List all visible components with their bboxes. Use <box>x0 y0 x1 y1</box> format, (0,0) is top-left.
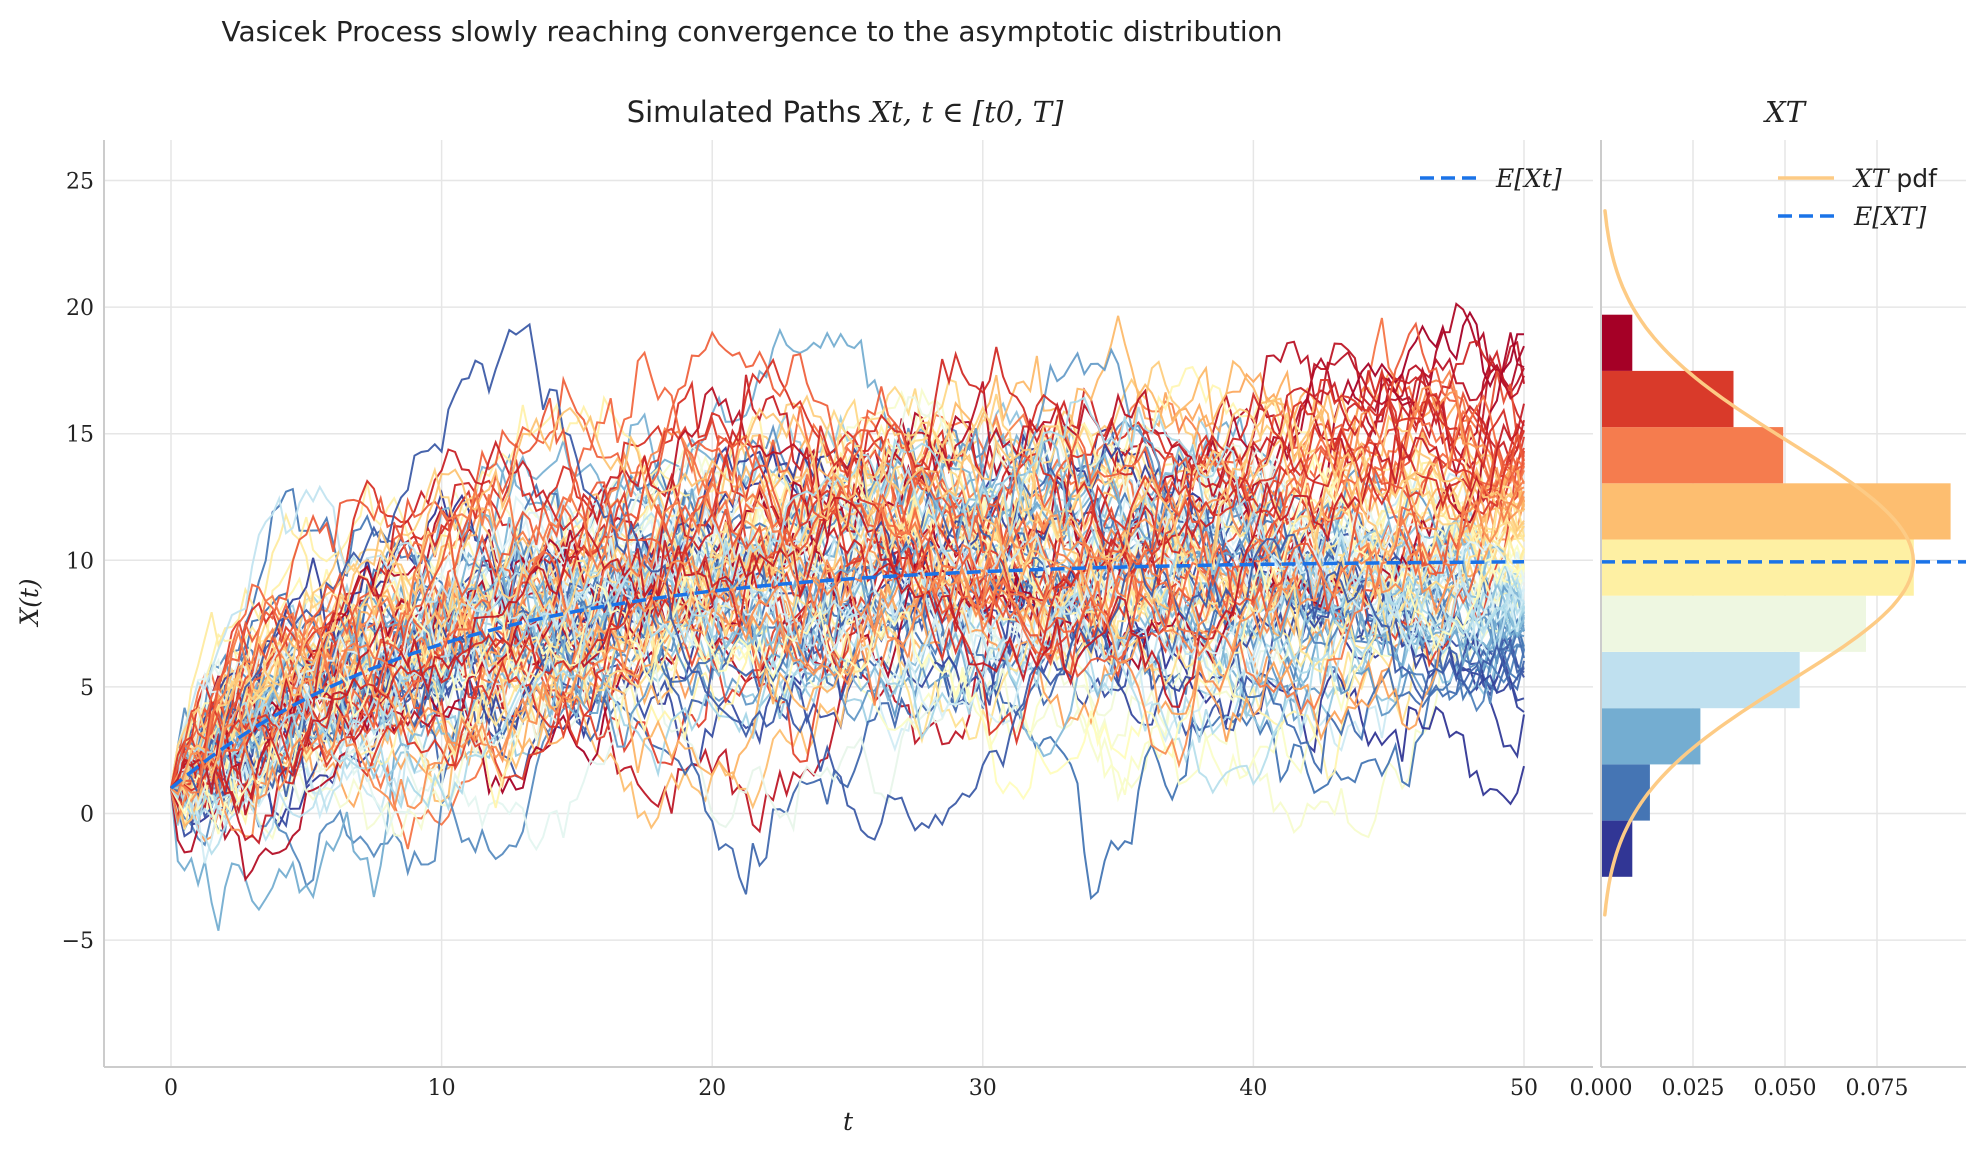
path-line <box>170 357 1525 789</box>
legend-pdf-label: XT pdf <box>1852 164 1938 193</box>
hist-bars <box>1601 314 1951 877</box>
x-tick-label: 0 <box>164 1076 178 1101</box>
main-y-ticks: −5 0 5 10 15 20 25 <box>62 170 94 955</box>
path-line <box>170 454 1525 789</box>
y-axis-label: X(t) <box>15 578 44 627</box>
x-tick-label: 30 <box>969 1076 997 1101</box>
simulated-paths <box>170 302 1525 931</box>
main-legend: E[Xt] <box>1420 164 1562 193</box>
legend-expectation-label: E[Xt] <box>1495 164 1562 193</box>
path-line <box>170 422 1525 795</box>
figure-title: Vasicek Process slowly reaching converge… <box>222 15 1283 48</box>
x-axis-label: t <box>843 1107 854 1136</box>
hist-legend: XT pdf E[XT] <box>1778 164 1938 231</box>
path-line <box>170 302 1525 789</box>
x-tick-label: 10 <box>428 1076 456 1101</box>
main-title: Simulated Paths Xt, t ∈ [t0, T] <box>627 95 1064 129</box>
main-title-math: Xt, t ∈ [t0, T] <box>868 95 1063 129</box>
hist-x-tick-label: 0.050 <box>1754 1076 1817 1101</box>
expectation-line <box>169 560 1525 790</box>
path-line <box>170 346 1525 792</box>
terminal-distribution-panel: XT 0.000 0.025 0.050 0.075 XT pdf E[XT] <box>1570 95 1966 1101</box>
path-line <box>170 466 1525 856</box>
simulated-paths-panel: Simulated Paths Xt, t ∈ [t0, T] 0 10 20 30 4… <box>15 95 1593 1136</box>
y-tick-label: 15 <box>66 423 94 448</box>
hist-bar <box>1601 652 1800 709</box>
path-line <box>170 463 1525 789</box>
path-line <box>170 385 1525 838</box>
x-tick-label: 50 <box>1510 1076 1538 1101</box>
y-tick-label: 5 <box>80 676 94 701</box>
y-tick-label: 25 <box>66 170 94 195</box>
y-tick-label: 0 <box>80 803 94 828</box>
path-line <box>170 394 1525 789</box>
legend-pdf-math: XT <box>1852 164 1891 193</box>
hist-bar <box>1601 427 1784 484</box>
path-line <box>170 397 1524 796</box>
x-tick-label: 20 <box>698 1076 726 1101</box>
path-line <box>170 317 1525 850</box>
path-line <box>170 403 1525 845</box>
x-tick-label: 40 <box>1239 1076 1267 1101</box>
main-x-ticks: 0 10 20 30 40 50 <box>164 1076 1538 1101</box>
hist-x-ticks: 0.000 0.025 0.050 0.075 <box>1570 1076 1909 1101</box>
hist-bar <box>1601 539 1914 596</box>
y-tick-label: 10 <box>66 549 94 574</box>
hist-x-tick-label: 0.075 <box>1846 1076 1909 1101</box>
path-line <box>170 472 1525 830</box>
path-line <box>170 458 1525 829</box>
y-tick-label: 20 <box>66 296 94 321</box>
hist-x-tick-label: 0.000 <box>1570 1076 1633 1101</box>
legend-hist-expectation-label: E[XT] <box>1853 202 1926 231</box>
path-line <box>170 367 1525 789</box>
hist-title: XT <box>1763 95 1808 129</box>
hist-bar <box>1601 370 1734 428</box>
hist-x-tick-label: 0.025 <box>1662 1076 1725 1101</box>
legend-pdf-text: pdf <box>1888 164 1938 193</box>
path-line <box>170 322 1525 841</box>
main-title-text: Simulated Paths <box>627 95 871 129</box>
hist-bar <box>1601 595 1866 652</box>
y-tick-label: −5 <box>62 929 94 954</box>
pdf-curve <box>1603 209 1916 917</box>
path-line <box>170 394 1525 789</box>
hist-bar <box>1601 483 1951 540</box>
hist-bar <box>1601 314 1633 371</box>
hist-bar <box>1601 764 1650 821</box>
path-line <box>170 332 1525 798</box>
